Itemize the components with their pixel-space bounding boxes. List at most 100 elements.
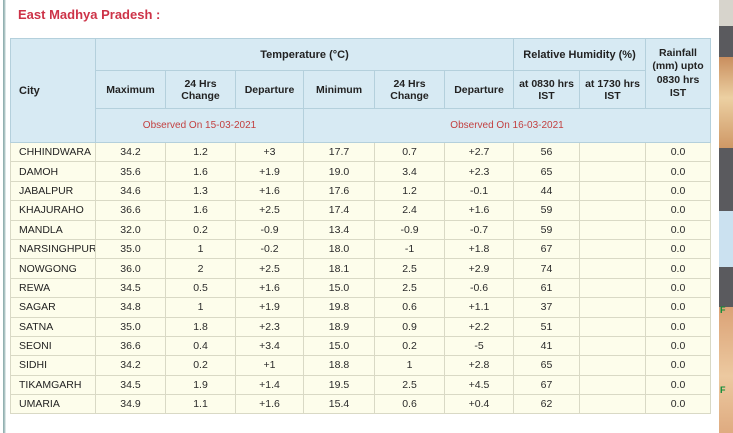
value-cell: +1	[235, 355, 304, 376]
col-header-max-departure: Departure	[235, 70, 304, 109]
weather-table-container: City Temperature (°C) Relative Humidity …	[10, 38, 712, 415]
value-cell: 34.5	[95, 277, 166, 299]
value-cell: +2.2	[443, 316, 515, 337]
value-cell: 41	[513, 335, 581, 357]
table-row: SEONI 36.6 0.4 +3.4 15.0 0.2 -5 41 0.0	[10, 335, 712, 357]
city-cell: SAGAR	[10, 297, 96, 318]
value-cell: 2.5	[374, 277, 445, 299]
value-cell: +1.6	[235, 277, 304, 299]
value-cell: 2.5	[374, 258, 445, 279]
value-cell	[579, 141, 647, 163]
value-cell: 51	[513, 316, 581, 337]
value-cell: +1.9	[235, 297, 304, 318]
value-cell	[579, 161, 647, 182]
value-cell: 1.2	[165, 141, 236, 163]
value-cell: 1.1	[165, 394, 236, 415]
table-row: SIDHI 34.2 0.2 +1 18.8 1 +2.8 65 0.0	[10, 355, 712, 376]
value-cell: 2.5	[374, 374, 445, 396]
value-cell: -0.1	[443, 180, 515, 202]
table-body: CHHINDWARA 34.2 1.2 +3 17.7 0.7 +2.7 56 0.0 DAMOH…	[10, 141, 712, 415]
value-cell: 59	[513, 219, 581, 240]
city-cell: KHAJURAHO	[10, 200, 96, 221]
value-cell: 15.0	[303, 277, 375, 299]
value-cell: 2.4	[374, 200, 445, 221]
value-cell: +4.5	[443, 374, 515, 396]
frame-left-border	[3, 0, 5, 433]
value-cell: 1.9	[165, 374, 236, 396]
value-cell: 2	[165, 258, 236, 279]
table-row: SAGAR 34.8 1 +1.9 19.8 0.6 +1.1 37 0.0	[10, 297, 712, 318]
value-cell: +2.7	[443, 141, 515, 163]
value-cell: 0.0	[645, 374, 712, 396]
value-cell: 35.6	[95, 161, 166, 182]
city-cell: NOWGONG	[10, 258, 96, 279]
value-cell: -5	[443, 335, 515, 357]
value-cell: 18.1	[303, 258, 375, 279]
table-row: MANDLA 32.0 0.2 -0.9 13.4 -0.9 -0.7 59 0.0	[10, 219, 712, 240]
header-row-columns: Maximum 24 Hrs Change Departure Minimum …	[11, 70, 711, 109]
value-cell: +2.8	[443, 355, 515, 376]
value-cell: 32.0	[95, 219, 166, 240]
value-cell	[579, 180, 647, 202]
value-cell: 0.7	[374, 141, 445, 163]
strip-map-segment-2	[719, 307, 733, 433]
value-cell: 0.4	[165, 335, 236, 357]
value-cell: +1.6	[443, 200, 515, 221]
value-cell: 65	[513, 355, 581, 376]
col-header-rh-1730: at 1730 hrs IST	[579, 70, 647, 109]
header-row-groups: City Temperature (°C) Relative Humidity …	[10, 38, 712, 143]
value-cell: 0.9	[374, 316, 445, 337]
observed-date-min: Observed On 16-03-2021	[302, 108, 712, 143]
strip-map-label-1: F	[720, 305, 726, 315]
value-cell: +1.1	[443, 297, 515, 318]
value-cell: 1	[374, 355, 445, 376]
background-page-strip: F F	[719, 0, 733, 433]
value-cell: 44	[513, 180, 581, 202]
value-cell: 65	[513, 161, 581, 182]
city-cell: MANDLA	[10, 219, 96, 240]
value-cell: 34.8	[95, 297, 166, 318]
value-cell: 0.2	[165, 219, 236, 240]
col-header-rh-0830: at 0830 hrs IST	[513, 70, 581, 109]
value-cell: 0.0	[645, 297, 712, 318]
value-cell: 1.8	[165, 316, 236, 337]
value-cell: +2.3	[443, 161, 515, 182]
value-cell	[579, 277, 647, 299]
table-row: CHHINDWARA 34.2 1.2 +3 17.7 0.7 +2.7 56 0.0	[10, 141, 712, 163]
frame-left-border-highlight	[5, 0, 6, 433]
strip-gray-segment	[719, 0, 733, 26]
value-cell: 59	[513, 200, 581, 221]
value-cell: 35.0	[95, 238, 166, 260]
strip-dark-segment-3	[719, 267, 733, 307]
table-header: City Temperature (°C) Relative Humidity …	[10, 38, 712, 143]
value-cell: 1.2	[374, 180, 445, 202]
value-cell: +2.5	[235, 258, 304, 279]
value-cell: 17.6	[303, 180, 375, 202]
value-cell	[579, 316, 647, 337]
value-cell: 19.0	[303, 161, 375, 182]
table-row: UMARIA 34.9 1.1 +1.6 15.4 0.6 +0.4 62 0.0	[10, 394, 712, 415]
city-cell: NARSINGHPUR	[10, 238, 96, 260]
value-cell	[579, 238, 647, 260]
city-cell: CHHINDWARA	[10, 141, 96, 163]
value-cell: 18.8	[303, 355, 375, 376]
value-cell: -0.7	[443, 219, 515, 240]
value-cell: 0.0	[645, 316, 712, 337]
value-cell: 34.2	[95, 141, 166, 163]
value-cell: 36.6	[95, 335, 166, 357]
value-cell	[579, 297, 647, 318]
value-cell: 0.0	[645, 161, 712, 182]
value-cell: 36.0	[95, 258, 166, 279]
value-cell: 0.0	[645, 238, 712, 260]
value-cell: 62	[513, 394, 581, 415]
value-cell: 0.5	[165, 277, 236, 299]
value-cell: -1	[374, 238, 445, 260]
strip-blue-segment	[719, 211, 733, 267]
value-cell	[579, 374, 647, 396]
city-cell: REWA	[10, 277, 96, 299]
value-cell: 15.4	[303, 394, 375, 415]
strip-dark-segment-2	[719, 148, 733, 211]
col-header-min-24h-change: 24 Hrs Change	[374, 70, 445, 109]
value-cell: 34.9	[95, 394, 166, 415]
table-row: JABALPUR 34.6 1.3 +1.6 17.6 1.2 -0.1 44 0.0	[10, 180, 712, 202]
